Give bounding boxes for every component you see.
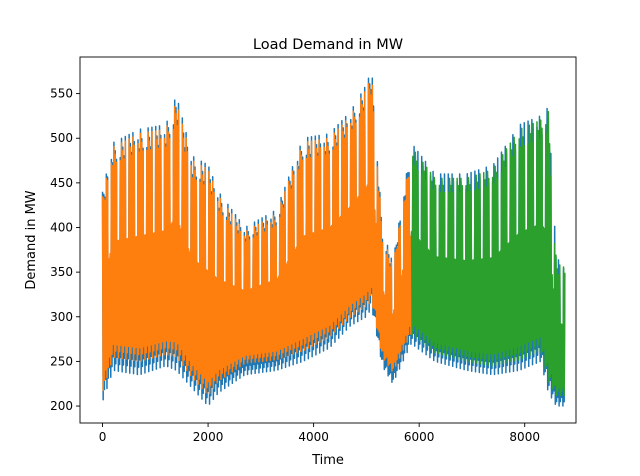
- chart-title: Load Demand in MW: [253, 37, 403, 53]
- x-axis: 0 2000 4000 6000 8000: [99, 423, 540, 444]
- plot-area: [79, 56, 577, 424]
- y-tick-label: 450: [50, 176, 73, 190]
- series-line-3: [410, 110, 566, 397]
- series-line-2: [101, 83, 413, 395]
- plot-frame: [79, 56, 577, 424]
- y-tick-label: 400: [50, 221, 73, 235]
- series-layer: [101, 77, 566, 407]
- x-tick-label: 4000: [298, 430, 329, 444]
- x-tick-label: 2000: [193, 430, 224, 444]
- y-tick-label: 200: [50, 399, 73, 413]
- y-tick-label: 250: [50, 354, 73, 368]
- x-tick-label: 0: [99, 430, 107, 444]
- x-tick-label: 6000: [404, 430, 435, 444]
- y-tick-label: 300: [50, 310, 73, 324]
- y-tick-label: 550: [50, 87, 73, 101]
- y-tick-label: 500: [50, 131, 73, 145]
- y-axis: 200 250 300 350 400 450 500 550: [50, 87, 80, 413]
- x-axis-label: Time: [311, 453, 344, 468]
- y-tick-label: 350: [50, 265, 73, 279]
- y-axis-label: Demand in MW: [24, 190, 39, 289]
- x-tick-label: 8000: [509, 430, 540, 444]
